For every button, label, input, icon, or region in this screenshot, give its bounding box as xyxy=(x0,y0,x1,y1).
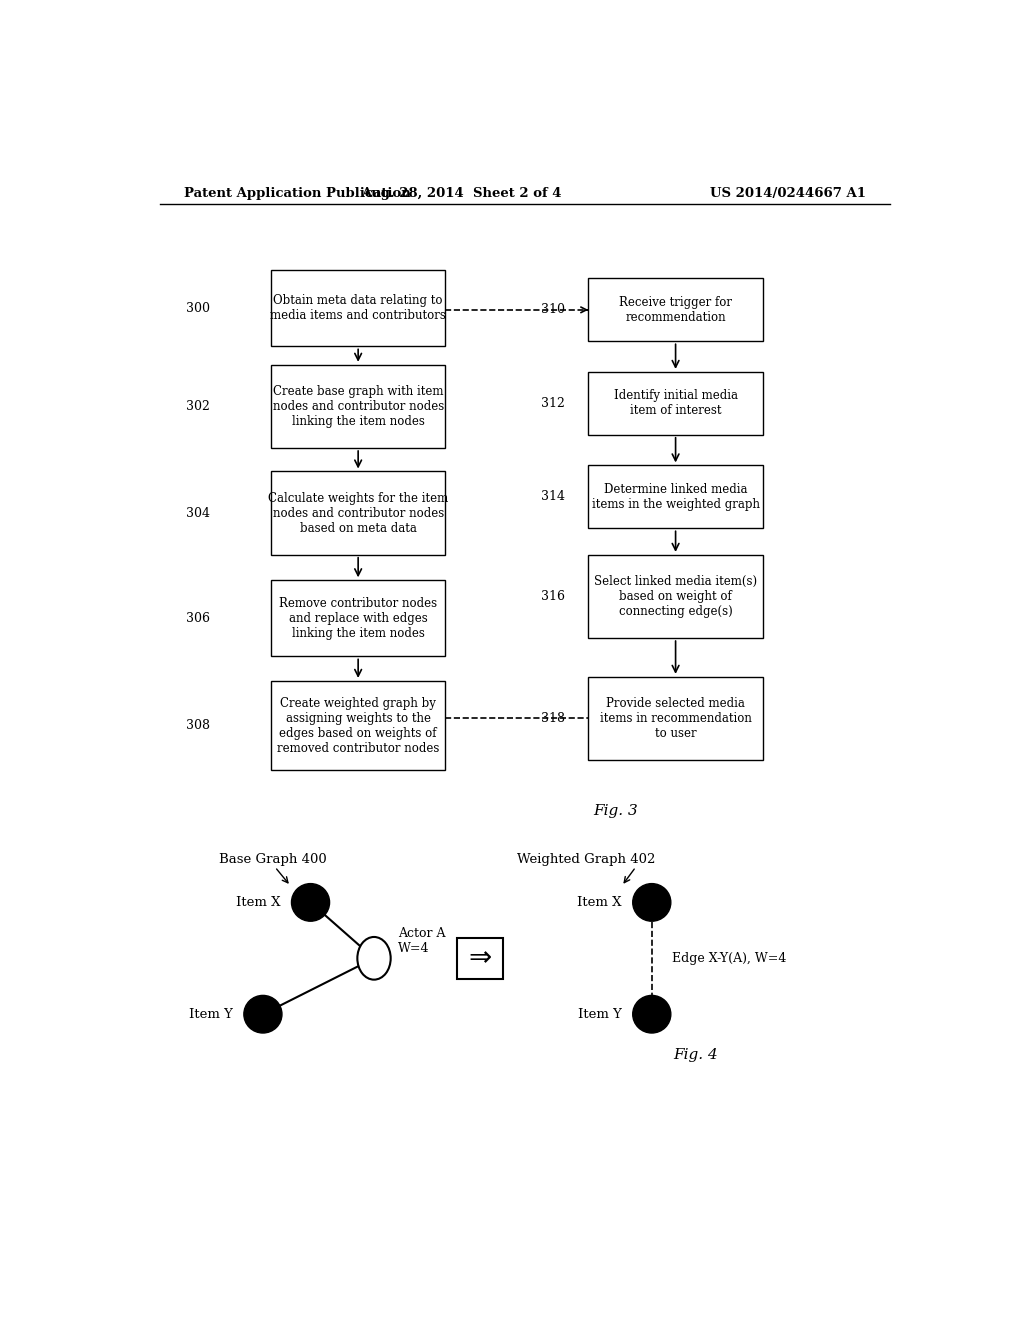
Text: 316: 316 xyxy=(541,590,564,603)
Text: Select linked media item(s)
based on weight of
connecting edge(s): Select linked media item(s) based on wei… xyxy=(594,576,757,618)
Ellipse shape xyxy=(633,995,671,1034)
Text: Identify initial media
item of interest: Identify initial media item of interest xyxy=(613,389,737,417)
Text: Obtain meta data relating to
media items and contributors: Obtain meta data relating to media items… xyxy=(270,294,446,322)
Text: Create base graph with item
nodes and contributor nodes
linking the item nodes: Create base graph with item nodes and co… xyxy=(272,385,443,428)
Text: Patent Application Publication: Patent Application Publication xyxy=(183,187,411,201)
FancyBboxPatch shape xyxy=(270,271,445,346)
Text: US 2014/0244667 A1: US 2014/0244667 A1 xyxy=(710,187,866,201)
FancyBboxPatch shape xyxy=(270,681,445,771)
Text: Remove contributor nodes
and replace with edges
linking the item nodes: Remove contributor nodes and replace wit… xyxy=(280,597,437,640)
Ellipse shape xyxy=(292,883,330,921)
Text: Receive trigger for
recommendation: Receive trigger for recommendation xyxy=(620,296,732,323)
Ellipse shape xyxy=(633,883,671,921)
FancyBboxPatch shape xyxy=(588,372,763,434)
FancyBboxPatch shape xyxy=(588,677,763,760)
FancyBboxPatch shape xyxy=(270,364,445,447)
Text: Item X: Item X xyxy=(236,896,281,909)
Text: 304: 304 xyxy=(186,507,210,520)
FancyBboxPatch shape xyxy=(270,581,445,656)
Text: Create weighted graph by
assigning weights to the
edges based on weights of
remo: Create weighted graph by assigning weigh… xyxy=(276,697,439,755)
Text: Actor A
W=4: Actor A W=4 xyxy=(397,927,445,956)
FancyBboxPatch shape xyxy=(588,279,763,342)
Text: 312: 312 xyxy=(541,397,564,409)
Text: 318: 318 xyxy=(541,711,564,725)
Text: Item Y: Item Y xyxy=(188,1007,232,1020)
Text: Weighted Graph 402: Weighted Graph 402 xyxy=(517,853,655,866)
Text: Fig. 4: Fig. 4 xyxy=(673,1048,718,1061)
Text: Determine linked media
items in the weighted graph: Determine linked media items in the weig… xyxy=(592,483,760,511)
Text: Item Y: Item Y xyxy=(578,1007,622,1020)
FancyBboxPatch shape xyxy=(270,471,445,554)
Text: Base Graph 400: Base Graph 400 xyxy=(219,853,327,866)
Text: Item X: Item X xyxy=(578,896,622,909)
Ellipse shape xyxy=(244,995,282,1034)
Circle shape xyxy=(357,937,391,979)
Text: Provide selected media
items in recommendation
to user: Provide selected media items in recommen… xyxy=(600,697,752,741)
Text: 300: 300 xyxy=(186,302,210,315)
FancyBboxPatch shape xyxy=(458,939,504,978)
Text: 310: 310 xyxy=(541,304,564,317)
FancyBboxPatch shape xyxy=(588,466,763,528)
Text: ⇒: ⇒ xyxy=(469,944,492,973)
Text: Calculate weights for the item
nodes and contributor nodes
based on meta data: Calculate weights for the item nodes and… xyxy=(268,491,449,535)
Text: 308: 308 xyxy=(186,719,210,733)
Text: Edge X-Y(A), W=4: Edge X-Y(A), W=4 xyxy=(672,952,786,965)
Text: 314: 314 xyxy=(541,490,564,503)
Text: Aug. 28, 2014  Sheet 2 of 4: Aug. 28, 2014 Sheet 2 of 4 xyxy=(361,187,561,201)
Text: Fig. 3: Fig. 3 xyxy=(594,804,638,818)
Text: 302: 302 xyxy=(186,400,210,413)
FancyBboxPatch shape xyxy=(588,554,763,638)
Text: 306: 306 xyxy=(186,612,210,626)
